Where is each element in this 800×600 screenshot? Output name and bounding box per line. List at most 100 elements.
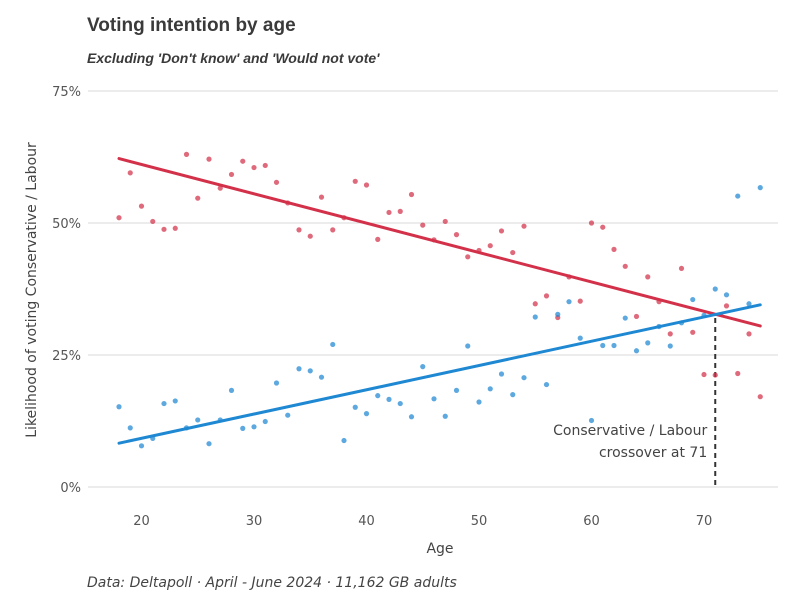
data-point-series-1 — [465, 343, 471, 349]
data-point-series-1 — [633, 348, 640, 354]
data-point-series-1 — [397, 400, 403, 407]
data-point-series-1 — [622, 315, 628, 321]
data-point-series-1 — [746, 301, 752, 307]
data-point-series-0 — [723, 303, 730, 309]
trend-line-series-1 — [117, 303, 762, 445]
data-point-series-0 — [645, 274, 651, 280]
data-point-series-0 — [296, 227, 302, 233]
data-point-series-0 — [172, 225, 178, 231]
data-point-series-1 — [431, 396, 437, 402]
data-point-series-0 — [757, 394, 763, 400]
data-point-series-0 — [543, 293, 550, 299]
data-point-series-1 — [296, 366, 302, 372]
data-point-series-0 — [161, 226, 167, 232]
data-point-series-1 — [408, 414, 415, 420]
data-point-series-1 — [318, 374, 325, 380]
grid-layer — [88, 90, 778, 488]
data-point-series-0 — [251, 164, 257, 171]
data-point-series-0 — [330, 227, 336, 233]
data-point-series-0 — [375, 236, 381, 242]
data-point-series-1 — [510, 392, 516, 398]
data-point-series-1 — [521, 375, 527, 381]
data-point-series-1 — [498, 371, 505, 377]
data-point-series-1 — [375, 393, 381, 399]
data-point-series-0 — [240, 158, 246, 164]
data-point-series-1 — [600, 342, 606, 349]
data-point-series-0 — [667, 331, 673, 337]
data-point-series-0 — [150, 218, 156, 225]
y-tick-label: 75% — [52, 85, 81, 100]
data-point-series-0 — [588, 220, 595, 226]
y-tick-label: 0% — [60, 481, 81, 496]
data-point-series-0 — [307, 233, 313, 239]
data-point-series-0 — [273, 179, 280, 185]
chart-caption: Data: Deltapoll · April - June 2024 · 11… — [87, 575, 457, 591]
data-point-series-1 — [487, 386, 493, 392]
data-point-series-0 — [510, 249, 516, 256]
data-point-series-0 — [318, 194, 325, 200]
data-point-series-0 — [453, 232, 460, 238]
data-point-series-0 — [577, 298, 583, 304]
data-points — [116, 151, 763, 449]
x-tick-label: 40 — [358, 514, 375, 529]
data-point-series-0 — [195, 195, 201, 201]
data-point-series-1 — [172, 398, 178, 404]
data-point-series-1 — [251, 424, 257, 430]
data-point-series-1 — [285, 412, 291, 418]
data-point-series-1 — [723, 292, 730, 298]
x-tick-label: 30 — [246, 514, 263, 529]
trend-lines — [117, 157, 762, 445]
data-point-series-0 — [127, 170, 133, 176]
data-point-series-0 — [386, 209, 392, 216]
data-point-series-1 — [735, 193, 741, 199]
data-point-series-1 — [206, 441, 212, 447]
data-point-series-0 — [622, 263, 628, 269]
data-point-series-0 — [228, 171, 235, 178]
x-axis-title: Age — [426, 541, 453, 557]
data-point-series-1 — [690, 296, 696, 303]
x-tick-label: 20 — [133, 514, 150, 529]
data-point-series-1 — [262, 418, 268, 425]
data-point-series-0 — [206, 156, 212, 162]
data-point-series-1 — [566, 299, 572, 305]
y-axis-title: Likelihood of voting Conservative / Labo… — [24, 142, 40, 438]
data-point-series-1 — [588, 417, 595, 424]
data-point-series-1 — [645, 340, 651, 346]
data-point-series-0 — [690, 329, 696, 335]
data-point-series-0 — [420, 222, 426, 228]
data-point-series-1 — [476, 399, 482, 405]
data-point-series-1 — [116, 404, 122, 410]
data-point-series-0 — [600, 224, 606, 230]
data-point-series-1 — [195, 417, 201, 423]
data-point-series-0 — [116, 215, 122, 221]
data-point-series-1 — [532, 314, 538, 320]
data-point-series-1 — [577, 335, 583, 341]
data-point-series-1 — [386, 396, 392, 402]
data-point-series-0 — [363, 182, 370, 188]
y-axis-ticks: 0% 25% 50% 75% — [52, 85, 81, 496]
data-point-series-1 — [453, 387, 460, 393]
data-point-series-1 — [667, 343, 673, 349]
data-point-series-0 — [183, 151, 190, 157]
x-axis-ticks: 20 30 40 50 60 70 — [133, 514, 712, 529]
data-point-series-0 — [262, 162, 268, 169]
data-point-series-0 — [498, 228, 505, 234]
data-point-series-0 — [138, 203, 145, 209]
x-tick-label: 60 — [583, 514, 600, 529]
data-point-series-1 — [307, 368, 313, 374]
trend-line-series-0 — [117, 157, 762, 328]
data-point-series-1 — [161, 400, 167, 407]
data-point-series-1 — [273, 380, 280, 386]
data-point-series-1 — [138, 443, 145, 449]
data-point-series-0 — [712, 372, 718, 378]
y-tick-label: 50% — [52, 217, 81, 232]
data-point-series-0 — [701, 371, 707, 378]
data-point-series-1 — [330, 341, 336, 348]
data-point-series-0 — [408, 191, 415, 198]
data-point-series-0 — [487, 243, 493, 249]
data-point-series-0 — [633, 313, 640, 320]
data-point-series-0 — [532, 301, 538, 307]
y-tick-label: 25% — [52, 349, 81, 364]
chart-subtitle: Excluding 'Don't know' and 'Would not vo… — [87, 50, 380, 66]
chart-title: Voting intention by age — [87, 15, 296, 36]
